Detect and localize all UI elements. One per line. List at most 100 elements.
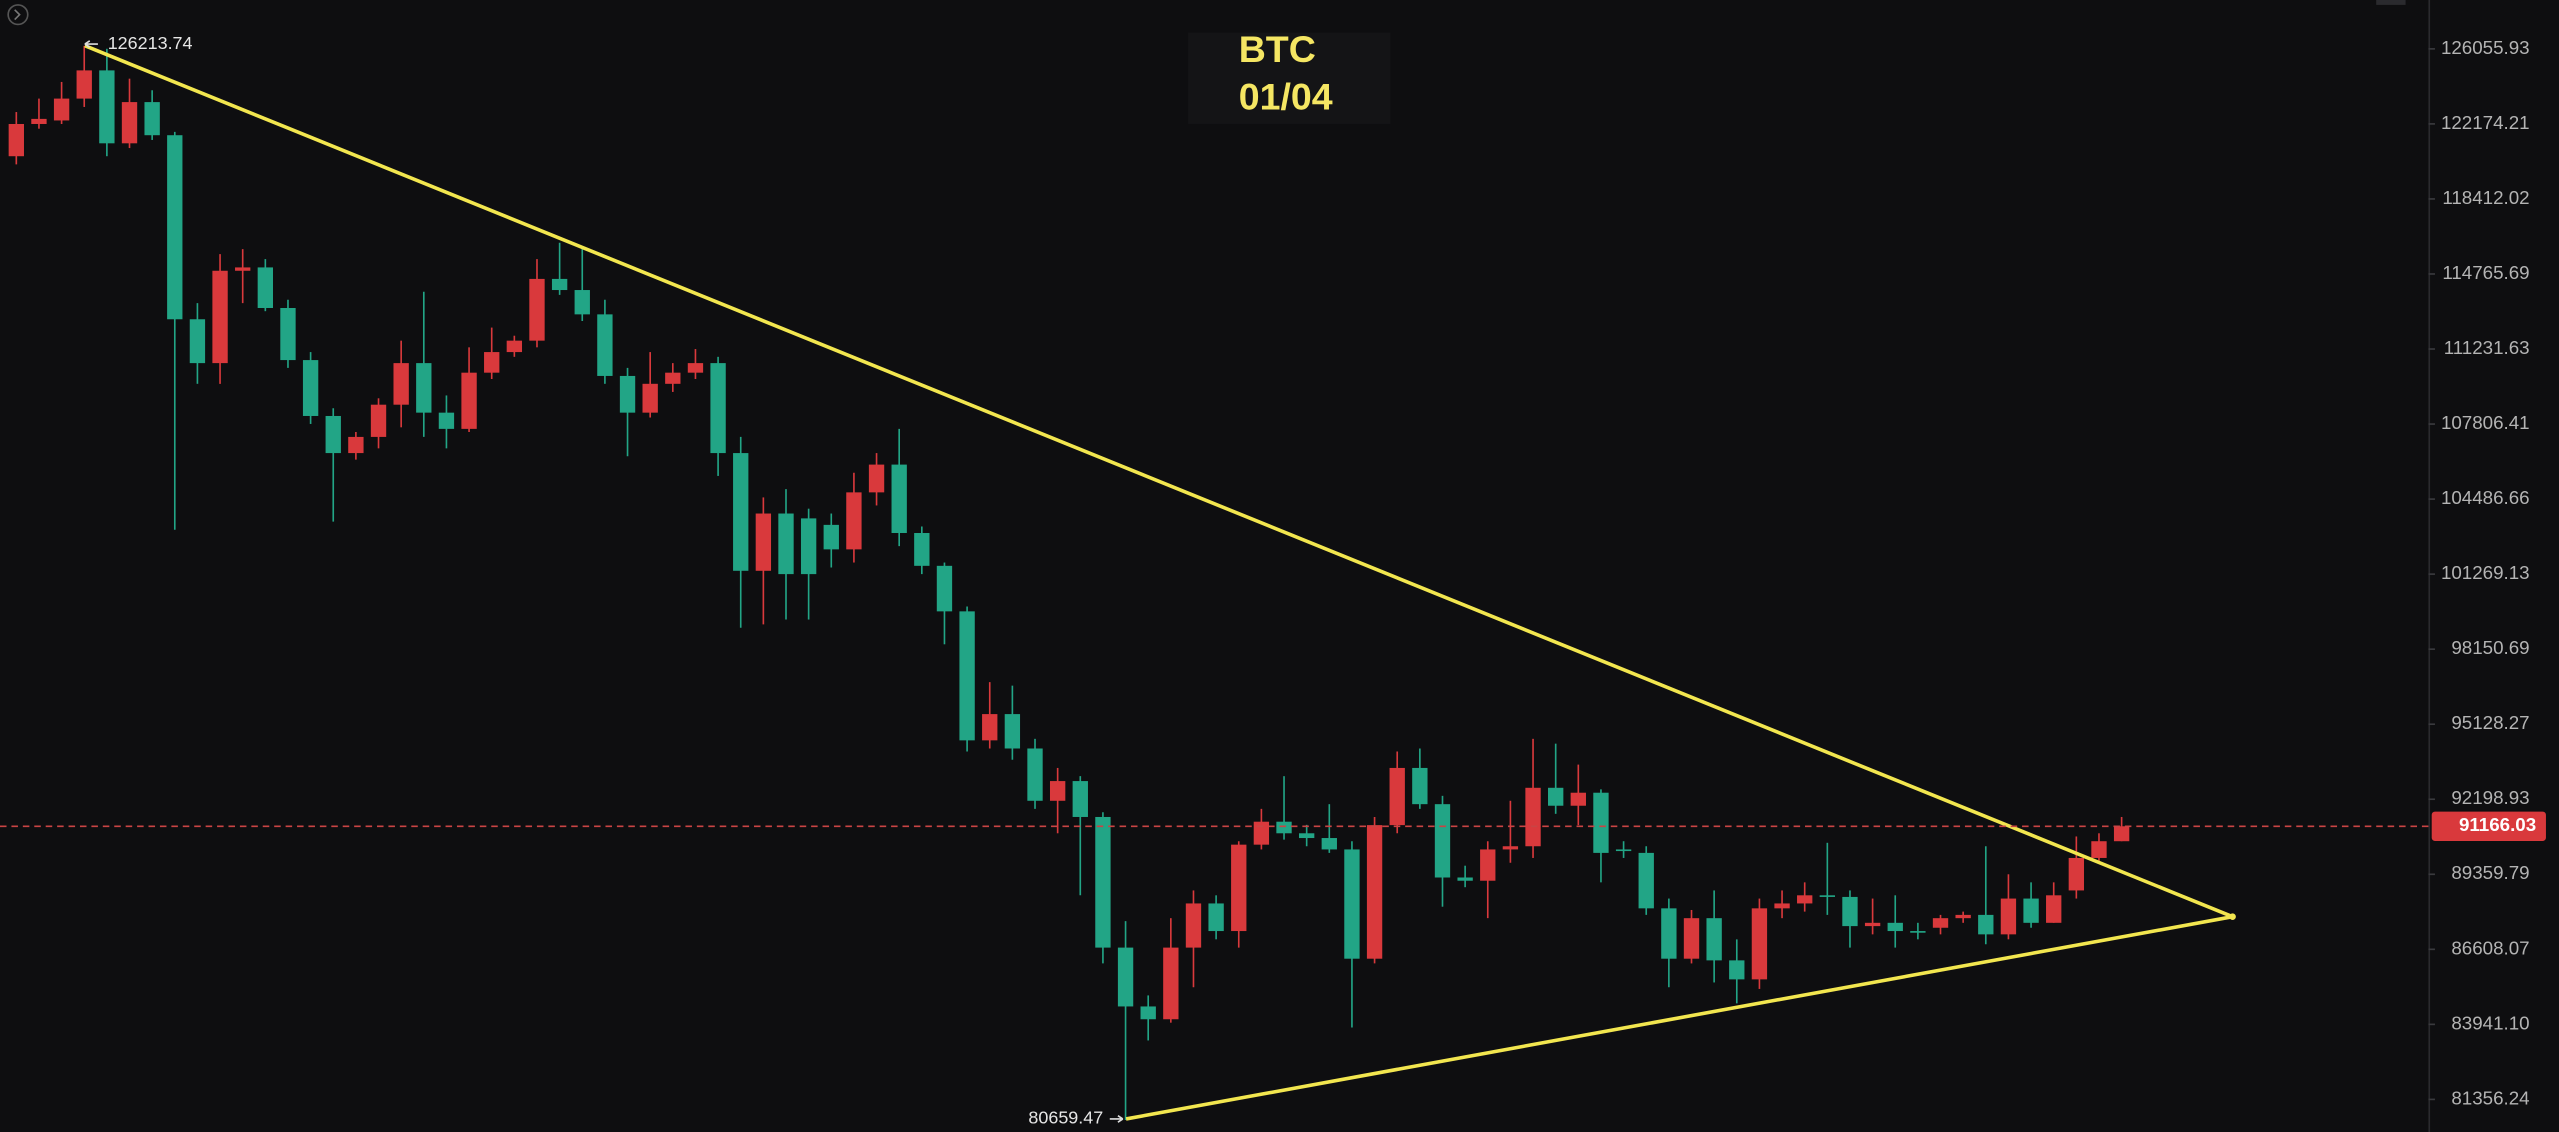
candle-body — [1298, 833, 1315, 839]
last-price-label: 91166.03 — [2459, 814, 2536, 835]
candle-body — [1049, 781, 1066, 801]
candle-body — [936, 565, 953, 612]
collapse-button[interactable] — [7, 4, 29, 26]
candle-body — [189, 319, 206, 364]
candle-body — [1140, 1006, 1156, 1020]
candle-body — [597, 314, 613, 376]
candle-body — [53, 98, 70, 121]
candle-body — [1208, 903, 1224, 932]
high-label: 126213.74 — [108, 33, 193, 53]
candle-body — [800, 518, 817, 575]
candle-body — [1706, 918, 1722, 961]
candle-body — [1434, 804, 1451, 878]
low-label: 80659.47 — [1028, 1108, 1103, 1128]
candle-body — [2068, 857, 2085, 891]
candle-body — [167, 135, 183, 320]
candle-body — [914, 533, 930, 566]
candle-body — [868, 464, 885, 493]
candle-body — [99, 70, 115, 144]
candle-body — [1751, 908, 1768, 980]
candle-body — [1638, 852, 1654, 909]
candle-body — [2091, 841, 2107, 858]
arrow-icon — [1109, 1115, 1124, 1123]
candle-body — [235, 267, 251, 271]
y-tick-label: 122174.21 — [2441, 112, 2530, 133]
candle-body — [144, 102, 160, 136]
candle-body — [8, 123, 24, 157]
candle-body — [370, 404, 387, 437]
y-tick-label: 89359.79 — [2451, 862, 2529, 883]
candle-body — [1570, 792, 1586, 806]
candle-body — [280, 307, 296, 361]
y-tick-label: 92198.93 — [2451, 787, 2529, 808]
candle-body — [1842, 896, 1858, 927]
y-tick-label: 83941.10 — [2451, 1012, 2529, 1033]
candle-body — [1797, 895, 1813, 904]
collapse-icon — [14, 9, 21, 21]
candle-body — [710, 363, 726, 454]
candle-body — [687, 363, 704, 373]
y-tick-label: 98150.69 — [2451, 637, 2529, 658]
candle-body — [755, 513, 772, 571]
candle-body — [733, 453, 749, 571]
candle-body — [1185, 903, 1202, 948]
candle-body — [393, 363, 409, 405]
chart-subtitle: 01/04 — [1239, 75, 1333, 117]
candle-body — [325, 415, 341, 454]
candle-body — [642, 383, 658, 413]
candle-body — [574, 290, 590, 315]
candle-body — [2023, 898, 2039, 923]
candle-body — [2000, 898, 2017, 935]
candle-body — [1004, 714, 1021, 749]
y-tick-label: 107806.41 — [2441, 412, 2530, 433]
candle-body — [1072, 781, 1088, 817]
trend-line — [1125, 914, 2233, 1121]
candle-body — [1887, 922, 1903, 932]
candle-body — [1729, 960, 1745, 980]
candle-body — [506, 340, 523, 353]
candle-body — [1276, 821, 1292, 834]
candles — [8, 45, 2130, 1121]
candle-body — [1615, 849, 1632, 852]
candle-body — [1525, 787, 1541, 847]
candle-body — [1095, 816, 1111, 948]
y-tick-label: 118412.02 — [2442, 187, 2529, 208]
candle-body — [529, 278, 545, 341]
y-tick-label: 101269.13 — [2441, 562, 2530, 583]
candle-body — [348, 436, 364, 454]
candle-body — [982, 714, 998, 741]
candle-body — [959, 611, 975, 741]
candle-body — [1661, 908, 1677, 959]
candle-body — [891, 464, 907, 534]
chart-title: BTC — [1239, 28, 1316, 70]
y-tick-label: 104486.66 — [2441, 487, 2530, 508]
candle-body — [619, 375, 636, 413]
candle-body — [1344, 849, 1360, 959]
title-box — [1188, 32, 1391, 124]
candle-body — [1978, 914, 1994, 935]
candle-body — [1253, 821, 1270, 845]
candle-body — [121, 102, 138, 144]
candle-body — [2113, 826, 2130, 842]
candle-body — [257, 267, 274, 308]
corner-handle[interactable] — [2376, 0, 2406, 5]
candle-body — [1457, 877, 1473, 881]
candle-body — [551, 278, 568, 291]
y-tick-label: 81356.24 — [2451, 1087, 2529, 1108]
candle-body — [1231, 844, 1247, 932]
candle-body — [1593, 792, 1609, 853]
candle-body — [1502, 846, 1519, 850]
candle-body — [461, 372, 477, 429]
trend-line — [84, 44, 2234, 919]
last-price-tag — [2431, 811, 2546, 841]
candle-body — [1321, 838, 1337, 850]
candle-body — [1412, 767, 1428, 805]
candle-body — [823, 524, 839, 550]
candle-body — [1366, 825, 1383, 959]
candle-body — [778, 513, 794, 575]
y-tick-label: 95128.27 — [2451, 712, 2529, 733]
candle-body — [1932, 918, 1949, 928]
candle-body — [1163, 947, 1179, 1020]
